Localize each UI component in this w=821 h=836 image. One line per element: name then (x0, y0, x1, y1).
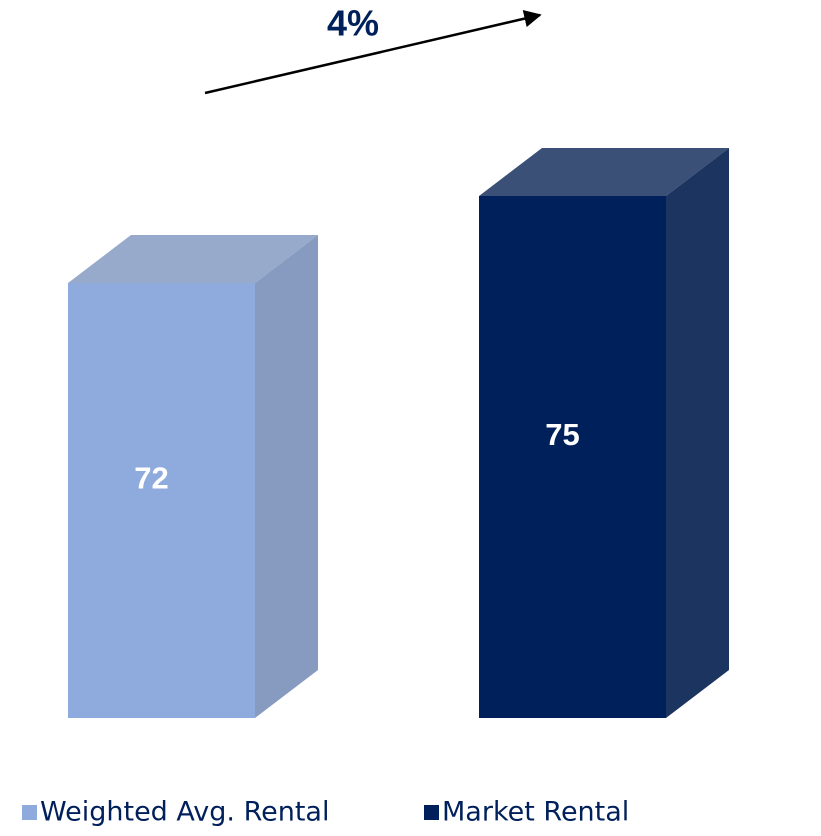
trend-arrow (204, 10, 542, 95)
legend-label: Weighted Avg. Rental (40, 797, 329, 828)
legend-swatch (424, 805, 439, 820)
bar-side (255, 235, 318, 718)
change-annotation: 4% (327, 3, 379, 44)
legend-label: Market Rental (442, 797, 629, 828)
bar-top (68, 235, 318, 283)
data-label: 72 (134, 461, 168, 496)
bar (68, 283, 255, 718)
bar (479, 196, 666, 718)
data-label: 75 (545, 417, 579, 452)
bar-side (666, 148, 729, 718)
legend-swatch (22, 805, 37, 820)
bar-top (479, 148, 729, 196)
